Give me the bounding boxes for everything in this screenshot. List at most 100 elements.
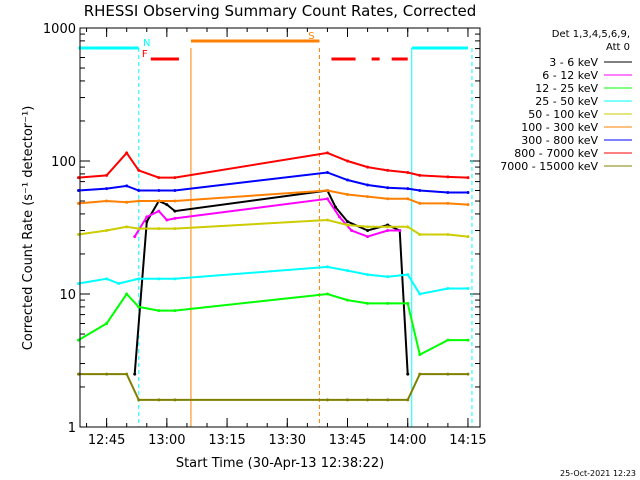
data-point — [137, 305, 141, 309]
data-point — [125, 200, 129, 204]
legend-entry-label: 100 - 300 keV — [521, 121, 598, 134]
data-point — [418, 292, 422, 296]
data-point — [173, 277, 177, 281]
data-point — [133, 372, 137, 376]
data-point — [386, 301, 390, 305]
data-point — [350, 229, 354, 233]
data-point — [333, 205, 337, 209]
data-point — [173, 309, 177, 313]
data-point — [418, 173, 422, 177]
data-point — [157, 176, 161, 180]
legend-entry-label: 50 - 100 keV — [528, 108, 598, 121]
data-point — [325, 218, 329, 222]
data-point — [137, 277, 141, 281]
data-point — [77, 189, 81, 193]
data-point — [145, 220, 149, 224]
data-point — [165, 218, 169, 222]
data-point — [366, 235, 370, 239]
data-point — [386, 168, 390, 172]
data-point — [346, 269, 350, 273]
data-point — [418, 353, 422, 357]
data-point — [446, 372, 450, 376]
flag-label: F — [142, 49, 148, 60]
data-point — [145, 215, 149, 219]
y-tick-label: 1 — [68, 421, 76, 436]
y-tick-label: 10 — [59, 288, 76, 303]
plot-frame — [79, 27, 481, 428]
legend-header-attenuator: Att 0 — [606, 42, 630, 53]
data-point — [325, 170, 329, 174]
data-point — [77, 176, 81, 180]
x-tick-label: 13:15 — [208, 433, 245, 448]
data-point — [105, 229, 109, 233]
legend-entry-label: 12 - 25 keV — [535, 82, 598, 95]
data-point — [125, 372, 129, 376]
series-line — [78, 189, 469, 206]
data-point — [157, 209, 161, 213]
data-point — [366, 225, 370, 229]
data-point — [157, 199, 161, 203]
data-point — [346, 223, 350, 227]
data-point — [125, 292, 129, 296]
data-point — [366, 398, 370, 402]
data-point — [157, 227, 161, 231]
data-point — [157, 398, 161, 402]
footer-date: 25-Oct-2021 12:23 — [560, 469, 636, 478]
data-point — [105, 187, 109, 191]
data-point — [466, 203, 470, 207]
data-point — [386, 197, 390, 201]
data-point — [173, 176, 177, 180]
y-axis-label: Corrected Count Rate (s⁻¹ detector⁻¹) — [21, 106, 36, 351]
data-point — [325, 151, 329, 155]
data-point — [406, 273, 410, 277]
legend-entry-label: 800 - 7000 keV — [514, 147, 598, 160]
x-tick-label: 13:00 — [148, 433, 185, 448]
data-point — [77, 338, 81, 342]
data-point — [157, 277, 161, 281]
data-point — [137, 199, 141, 203]
data-point — [105, 277, 109, 281]
data-point — [466, 176, 470, 180]
data-point — [173, 209, 177, 213]
data-point — [406, 197, 410, 201]
data-point — [325, 189, 329, 193]
data-point — [173, 199, 177, 203]
data-point — [446, 286, 450, 290]
data-point — [346, 159, 350, 163]
data-point — [137, 227, 141, 231]
data-point — [325, 398, 329, 402]
data-point — [446, 338, 450, 342]
data-point — [466, 338, 470, 342]
data-point — [105, 372, 109, 376]
data-point — [77, 201, 81, 205]
data-point — [366, 301, 370, 305]
data-point — [366, 273, 370, 277]
data-point — [446, 233, 450, 237]
data-point — [366, 195, 370, 199]
flag-label: N — [143, 38, 150, 49]
data-point — [105, 322, 109, 326]
data-point — [77, 281, 81, 285]
data-point — [366, 229, 370, 233]
data-point — [125, 151, 129, 155]
data-point — [346, 398, 350, 402]
series-line — [77, 292, 468, 357]
data-point — [346, 220, 350, 224]
data-point — [173, 398, 177, 402]
x-tick-label: 14:00 — [389, 433, 426, 448]
data-point — [406, 398, 410, 402]
data-point — [77, 233, 81, 237]
legend-header-detectors: Det 1,3,4,5,6,9, — [552, 29, 630, 40]
series-line — [78, 151, 469, 179]
data-point — [325, 292, 329, 296]
data-point — [406, 225, 410, 229]
data-point — [366, 165, 370, 169]
data-point — [133, 235, 137, 239]
data-point — [386, 229, 390, 233]
data-point — [325, 265, 329, 269]
series-line — [78, 265, 468, 296]
data-point — [406, 372, 410, 376]
x-tick-label: 13:45 — [329, 433, 366, 448]
data-point — [125, 225, 129, 229]
